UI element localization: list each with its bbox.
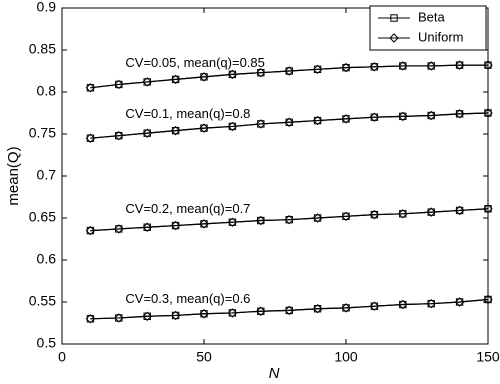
series-line: [90, 298, 489, 320]
point-marker: [170, 310, 181, 321]
series-line: [90, 64, 488, 89]
point-marker: [426, 61, 436, 71]
y-tick-label: 0.85: [29, 41, 56, 57]
point-marker: [454, 205, 465, 216]
point-marker: [85, 314, 96, 324]
point-marker: [483, 108, 493, 118]
annotation: CV=0.1, mean(q)=0.8: [125, 106, 250, 121]
point-marker: [170, 74, 181, 85]
point-marker: [312, 213, 323, 223]
point-marker: [114, 130, 124, 141]
series-line: [90, 208, 489, 232]
point-marker: [114, 79, 124, 90]
point-marker: [312, 304, 323, 314]
y-tick-label: 0.55: [29, 293, 56, 309]
legend-label: Uniform: [418, 29, 464, 44]
point-marker: [454, 109, 465, 119]
legend-box: [369, 5, 487, 51]
point-marker: [142, 77, 152, 87]
point-marker: [341, 114, 351, 124]
point-marker: [398, 111, 408, 122]
point-marker: [426, 207, 436, 217]
point-marker: [142, 311, 152, 321]
point-marker: [341, 62, 351, 73]
point-marker: [256, 67, 266, 78]
series-line: [90, 112, 489, 139]
point-marker: [284, 117, 294, 127]
y-tick-label: 0.8: [37, 83, 57, 99]
legend-label: Beta: [418, 9, 446, 24]
point-marker: [256, 119, 266, 129]
point-marker: [256, 215, 266, 226]
y-axis-label: mean(Q): [5, 146, 22, 205]
point-marker: [426, 110, 436, 121]
point-marker: [199, 123, 209, 133]
y-tick-label: 0.9: [37, 0, 57, 15]
x-tick-label: 50: [196, 349, 212, 365]
point-marker: [85, 133, 96, 143]
point-marker: [341, 211, 351, 222]
point-marker: [369, 112, 380, 122]
annotation: CV=0.05, mean(q)=0.85: [125, 55, 264, 70]
y-tick-label: 0.7: [37, 167, 57, 183]
y-tick-label: 0.5: [37, 335, 57, 351]
y-tick-label: 0.75: [29, 125, 56, 141]
point-marker: [227, 217, 238, 227]
annotation: CV=0.2, mean(q)=0.7: [125, 201, 250, 216]
legend-marker: [389, 33, 399, 43]
point-marker: [170, 125, 181, 136]
point-marker: [312, 64, 323, 75]
point-marker: [312, 115, 323, 126]
point-marker: [369, 301, 380, 311]
point-marker: [256, 306, 266, 316]
legend-marker: [390, 14, 398, 22]
point-marker: [114, 313, 124, 323]
point-marker: [227, 69, 238, 80]
point-marker: [369, 209, 380, 220]
point-marker: [227, 121, 238, 132]
y-tick-label: 0.6: [37, 251, 57, 267]
point-marker: [199, 309, 209, 319]
x-tick-label: 150: [476, 349, 500, 365]
point-marker: [85, 83, 96, 93]
point-marker: [454, 297, 465, 307]
point-marker: [483, 60, 493, 70]
point-marker: [114, 224, 124, 234]
point-marker: [426, 298, 436, 309]
x-tick-label: 100: [334, 349, 358, 365]
point-marker: [85, 225, 96, 236]
point-marker: [369, 62, 380, 72]
point-marker: [199, 72, 209, 82]
point-marker: [483, 294, 493, 305]
point-marker: [170, 220, 181, 231]
annotation: CV=0.3, mean(q)=0.6: [125, 291, 250, 306]
point-marker: [142, 222, 152, 232]
point-marker: [142, 128, 152, 138]
point-marker: [199, 219, 209, 229]
point-marker: [398, 61, 408, 71]
point-marker: [284, 214, 294, 225]
point-marker: [227, 308, 238, 318]
x-tick-label: 0: [58, 349, 66, 365]
x-axis-label: N: [269, 365, 280, 382]
point-marker: [398, 299, 408, 310]
point-marker: [341, 303, 351, 313]
point-marker: [398, 209, 408, 219]
point-marker: [284, 305, 294, 316]
point-marker: [284, 66, 294, 76]
point-marker: [454, 60, 465, 70]
y-tick-label: 0.65: [29, 209, 56, 225]
point-marker: [483, 204, 493, 214]
